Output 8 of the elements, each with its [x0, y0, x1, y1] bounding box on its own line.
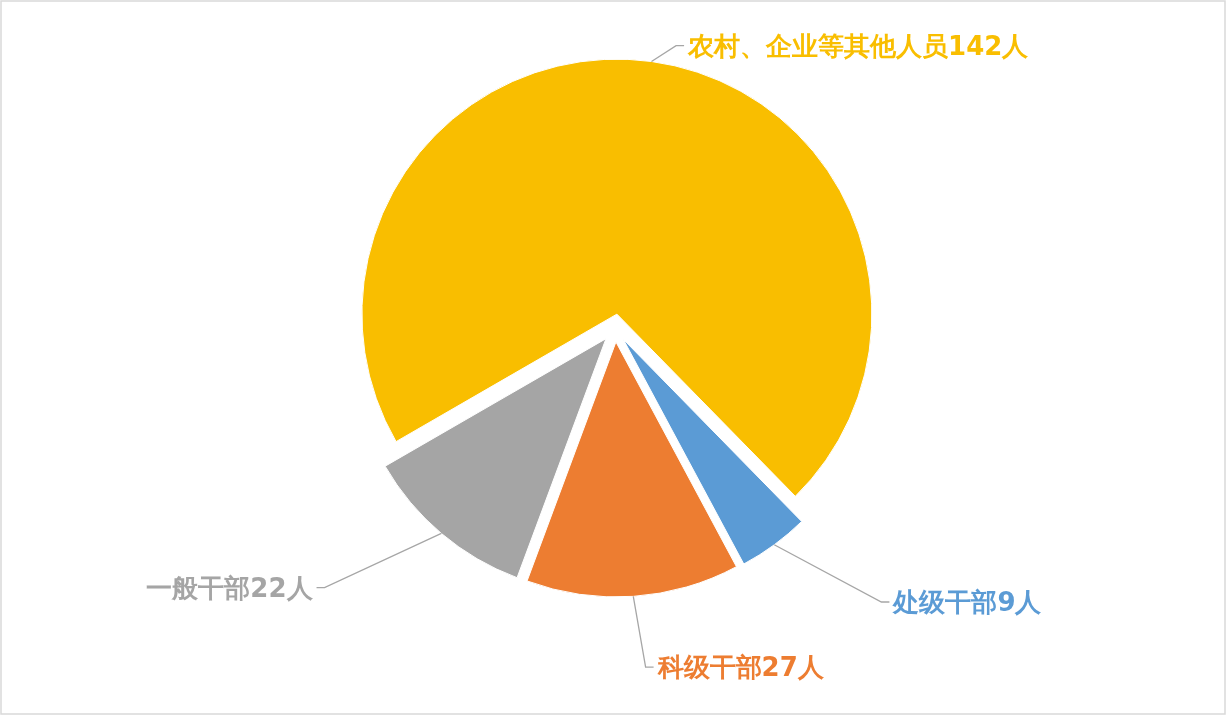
slice-label: 一般干部: [146, 572, 251, 603]
data-label: 142人: [948, 30, 1030, 61]
data-label: 9人: [997, 587, 1043, 618]
data-label: 27人: [761, 652, 825, 683]
slice-label: 处级干部: [892, 587, 998, 618]
slice-label: 农村、企业等其他人员: [687, 30, 950, 61]
slice-label: 科级干部: [656, 652, 762, 683]
data-label: 22人: [250, 572, 314, 603]
